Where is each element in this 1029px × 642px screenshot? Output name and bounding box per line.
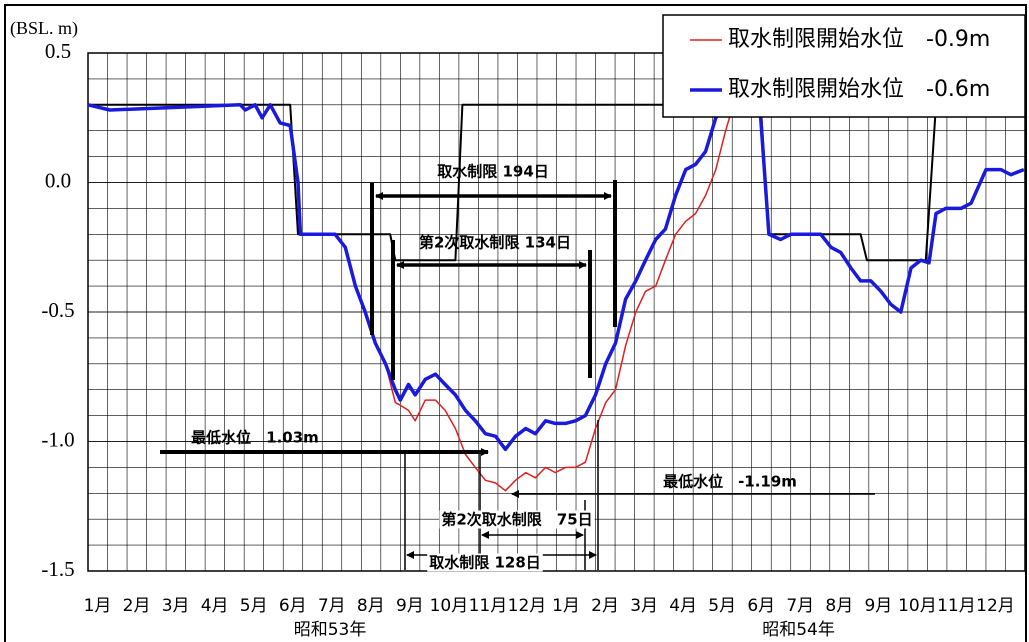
x-tick-label: 11月 xyxy=(469,596,508,616)
annotation: 第2次取水制限 134日 xyxy=(419,234,571,252)
annotation-bg xyxy=(427,553,543,572)
x-tick-label: 1月 xyxy=(84,596,112,616)
x-tick-label: 12月 xyxy=(508,596,547,616)
x-tick-label: 3月 xyxy=(162,596,190,616)
x-tick-label: 4月 xyxy=(669,596,697,616)
lines xyxy=(87,90,1025,492)
x-tick-label: 8月 xyxy=(357,596,385,616)
y-tick-label: -1.5 xyxy=(41,557,74,581)
annotation: 第2次取水制限 75日 xyxy=(441,511,592,529)
x-tick-label: 5月 xyxy=(240,596,268,616)
x-tick-label: 11月 xyxy=(937,596,976,616)
legend-box xyxy=(662,14,1026,118)
x-tick-label: 7月 xyxy=(786,596,814,616)
y-tick-label: -1.0 xyxy=(41,427,74,451)
x-tick-label: 6月 xyxy=(747,596,775,616)
x-tick-label: 2月 xyxy=(123,596,151,616)
grid xyxy=(87,52,1026,572)
x-tick-label: 2月 xyxy=(591,596,619,616)
x-tick-label: 4月 xyxy=(201,596,229,616)
x-tick-label: 1月 xyxy=(552,596,580,616)
legend-label: 取水制限開始水位 -0.6m xyxy=(728,77,990,102)
annotation-bg xyxy=(439,510,595,529)
series-line xyxy=(87,90,1025,452)
annotation: 最低水位 1.03m xyxy=(191,429,319,447)
annotation: 取水制限 194日 xyxy=(437,163,549,181)
year-label: 昭和53年 xyxy=(294,620,367,640)
y-tick-label: 0.0 xyxy=(45,168,71,192)
x-tick-label: 3月 xyxy=(630,596,658,616)
x-tick-label: 12月 xyxy=(976,596,1015,616)
year-label: 昭和54年 xyxy=(762,620,835,640)
x-tick-label: 6月 xyxy=(279,596,307,616)
annotation: 最低水位 -1.19m xyxy=(663,473,797,491)
x-tick-label: 5月 xyxy=(708,596,736,616)
x-tick-label: 8月 xyxy=(825,596,853,616)
y-tick-label: -0.5 xyxy=(41,298,74,322)
x-tick-label: 9月 xyxy=(396,596,424,616)
x-tick-label: 10月 xyxy=(898,596,937,616)
y-axis-label: (BSL. m) xyxy=(10,18,78,39)
x-tick-label: 10月 xyxy=(430,596,469,616)
x-tick-label: 7月 xyxy=(318,596,346,616)
legend-label: 取水制限開始水位 -0.9m xyxy=(728,27,990,52)
annotation: 取水制限 128日 xyxy=(429,554,541,572)
y-tick-label: 0.5 xyxy=(45,39,71,63)
legend: 取水制限開始水位 -0.9m 取水制限開始水位 -0.6m xyxy=(662,14,1026,118)
x-tick-label: 9月 xyxy=(864,596,892,616)
